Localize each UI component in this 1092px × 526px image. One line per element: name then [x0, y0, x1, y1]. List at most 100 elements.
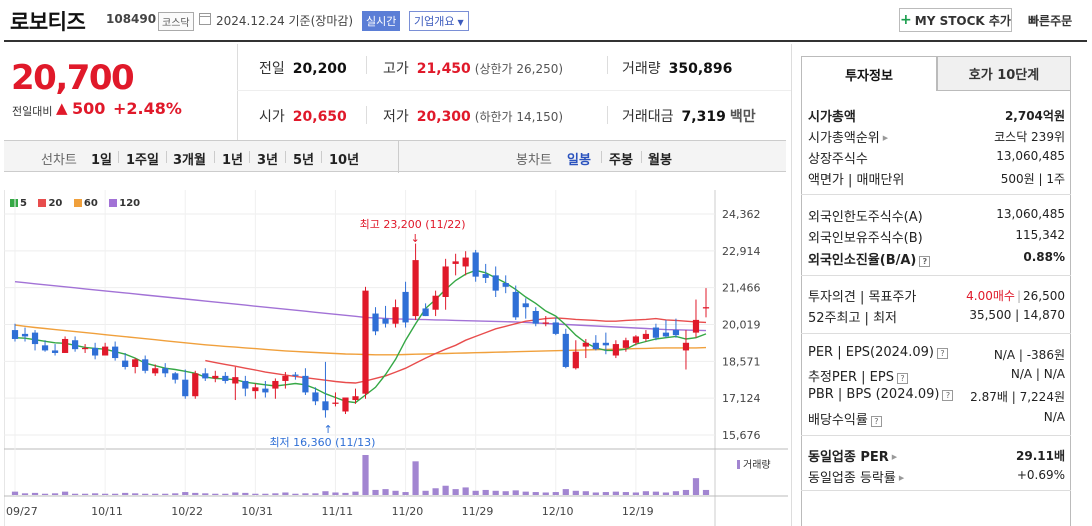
- candle-body: [232, 377, 239, 384]
- volume-bar: [322, 491, 329, 495]
- tab-1w[interactable]: 1주일: [126, 153, 159, 168]
- tab-divider: [249, 151, 250, 163]
- tab-3m[interactable]: 3개월: [173, 153, 206, 168]
- tab-investment-info[interactable]: 투자정보: [801, 56, 937, 91]
- candle-body: [502, 283, 509, 287]
- candle-body: [112, 346, 119, 359]
- candlestick-chart[interactable]: 24,362 22,914 21,466 20,019 18,571 17,124 15,6…: [4, 190, 788, 526]
- stock-code: 108490: [106, 12, 157, 26]
- high-label: 고가: [383, 61, 409, 77]
- candle-body: [482, 274, 489, 278]
- volume-bar: [122, 492, 129, 495]
- volume-bar: [172, 493, 179, 495]
- tab-daily[interactable]: 일봉: [567, 153, 591, 168]
- change-percent: +2.48%: [113, 99, 182, 118]
- tab-1d[interactable]: 1일: [91, 153, 113, 168]
- info-row-est-per: 추정PER | EPS? N/A | N/A: [808, 366, 1065, 385]
- help-icon[interactable]: ?: [870, 416, 882, 427]
- info-value: N/A | -386원: [993, 348, 1065, 362]
- candle-body: [82, 347, 89, 350]
- volume-bar: [262, 493, 269, 495]
- info-key[interactable]: 동일업종 PER ▶: [808, 446, 897, 465]
- volume-bar: [652, 491, 660, 495]
- info-key: 투자의견 | 목표주가: [808, 290, 917, 305]
- info-row-52w: 52주최고 | 최저 35,500 | 14,870: [808, 307, 1065, 326]
- volume-bar: [422, 490, 429, 495]
- add-mystock-button[interactable]: + MY STOCK 추가: [899, 8, 1012, 32]
- x-tick-label: 09/27: [6, 505, 38, 518]
- info-value: 4.00매수 | 26,500: [966, 287, 1065, 304]
- info-value: 29.11배: [1016, 449, 1065, 463]
- tab-5y[interactable]: 5년: [293, 153, 315, 168]
- volume-legend-swatch: [737, 460, 740, 469]
- tab-10y[interactable]: 10년: [329, 153, 360, 168]
- volume-bar: [702, 489, 710, 495]
- info-key: 52주최고 | 최저: [808, 311, 897, 326]
- prev-close-value: 20,200: [292, 61, 347, 77]
- candle-body: [652, 327, 660, 338]
- help-icon[interactable]: ?: [936, 348, 948, 359]
- candle-body: [552, 322, 559, 334]
- volume: 거래량 350,896: [622, 58, 732, 78]
- candle-body: [462, 257, 469, 267]
- help-icon[interactable]: ?: [919, 256, 931, 267]
- right-panel-tabs: 투자정보 호가 10단계: [801, 56, 1071, 91]
- tab-orderbook[interactable]: 호가 10단계: [937, 56, 1071, 91]
- tab-3y[interactable]: 3년: [257, 153, 279, 168]
- y-tick-label: 21,466: [722, 282, 761, 295]
- info-row-sector-per: 동일업종 PER ▶ 29.11배: [808, 446, 1065, 465]
- info-key: 외국인보유주식수(B): [808, 231, 923, 246]
- quote-divider: [366, 56, 367, 74]
- volume-bar: [442, 485, 449, 495]
- candle-body: [122, 360, 129, 367]
- candle-body: [402, 291, 409, 323]
- x-tick-label: 11/11: [321, 505, 353, 518]
- legend-swatch-ma20: [38, 199, 47, 207]
- quick-order-link[interactable]: 빠른주문: [1028, 14, 1073, 28]
- volume-bar: [152, 493, 159, 495]
- candle-body: [312, 392, 319, 402]
- volume-bar: [392, 490, 399, 495]
- info-row-foreign-limit: 외국인한도주식수(A) 13,060,485: [808, 206, 1065, 225]
- realtime-button[interactable]: 실시간: [362, 11, 401, 31]
- volume-bar: [432, 488, 439, 495]
- candle-body: [192, 373, 199, 397]
- tab-1y[interactable]: 1년: [222, 153, 244, 168]
- tab-divider: [166, 151, 167, 163]
- info-key[interactable]: 동일업종 등락률 ▶: [808, 467, 904, 486]
- volume-bar: [182, 492, 189, 495]
- volume-bar: [282, 492, 289, 495]
- info-key[interactable]: 시가총액순위 ▶: [808, 127, 888, 146]
- add-mystock-label: MY STOCK 추가: [914, 13, 1011, 28]
- open-value: 20,650: [292, 109, 347, 125]
- volume-bar: [662, 492, 670, 495]
- tab-divider: [285, 151, 286, 163]
- help-icon[interactable]: ?: [896, 373, 908, 384]
- candle-body: [412, 260, 419, 317]
- volume-bar: [612, 491, 619, 495]
- help-icon[interactable]: ?: [942, 390, 954, 401]
- candle-body: [152, 368, 159, 374]
- down-arrow-icon: ↓: [411, 232, 420, 245]
- high-value: 21,450: [416, 61, 471, 77]
- volume-bar: [542, 492, 549, 495]
- candle-body: [31, 332, 39, 345]
- company-info-dropdown[interactable]: 기업개요 ▼: [409, 11, 469, 31]
- chart-legend: 5 20 60 120: [10, 198, 148, 209]
- candle-body: [51, 350, 59, 353]
- volume-bar: [302, 493, 309, 495]
- candle-body: [672, 330, 680, 336]
- high-price: 고가 21,450 (상한가 26,250): [383, 58, 563, 78]
- tab-weekly[interactable]: 주봉: [609, 153, 633, 168]
- info-divider: [801, 194, 1071, 195]
- tab-monthly[interactable]: 월봉: [648, 153, 672, 168]
- legend-swatch-ma5: [10, 199, 18, 207]
- volume-bar: [21, 493, 29, 495]
- calendar-icon: [199, 13, 211, 25]
- info-value: 0.88%: [1023, 250, 1065, 264]
- tab-divider: [214, 151, 215, 163]
- candle-body: [702, 307, 710, 309]
- info-row-cap-rank: 시가총액순위 ▶ 코스닥 239위: [808, 127, 1065, 146]
- y-tick-label: 17,124: [722, 392, 761, 405]
- info-row-par-value: 액면가 | 매매단위 500원 | 1주: [808, 169, 1065, 188]
